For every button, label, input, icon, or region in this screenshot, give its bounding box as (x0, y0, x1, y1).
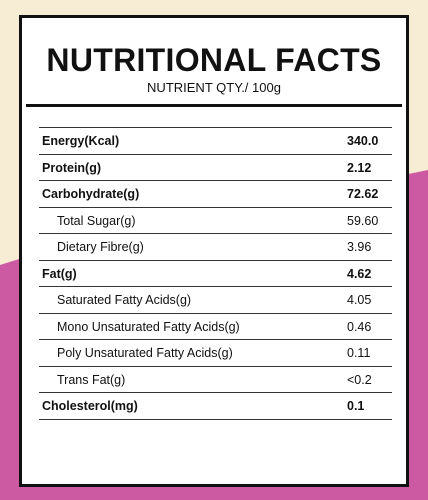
nutrient-value: 4.05 (347, 293, 372, 307)
nutrient-name: Saturated Fatty Acids(g) (57, 293, 192, 307)
table-row: Mono Unsaturated Fatty Acids(g) 0.46 (39, 314, 392, 340)
table-row: Dietary Fibre(g) 3.96 (39, 234, 392, 261)
nutrient-name: Cholesterol(mg) (42, 399, 138, 413)
nutrient-value: 0.46 (347, 319, 372, 334)
table-row: Carbohydrate(g) 72.62 (39, 181, 392, 208)
nutrient-value: 72.62 (347, 187, 379, 201)
table-row: Saturated Fatty Acids(g) 4.05 (39, 287, 392, 314)
table-row: Energy(Kcal) 340.0 (39, 128, 392, 155)
nutrient-name: Total Sugar(g) (57, 213, 136, 228)
nutrient-name: Dietary Fibre(g) (57, 240, 144, 254)
table-row: Fat(g) 4.62 (39, 261, 392, 287)
nutrient-value: 340.0 (347, 134, 379, 148)
panel-subtitle: NUTRIENT QTY./ 100g (147, 80, 281, 95)
nutrient-name: Energy(Kcal) (42, 134, 120, 148)
nutrient-name: Trans Fat(g) (57, 372, 126, 387)
nutrient-value: 59.60 (347, 213, 379, 228)
table-row: Total Sugar(g) 59.60 (39, 208, 392, 234)
table-row: Cholesterol(mg) 0.1 (39, 393, 392, 420)
nutrient-name: Mono Unsaturated Fatty Acids(g) (57, 319, 240, 334)
nutrient-value: 0.1 (347, 399, 365, 413)
panel-title: NUTRITIONAL FACTS (46, 42, 382, 78)
nutrient-name: Carbohydrate(g) (42, 187, 140, 201)
table-row: Protein(g) 2.12 (39, 155, 392, 181)
nutrition-facts-panel: NUTRITIONAL FACTS NUTRIENT QTY./ 100g En… (19, 15, 409, 487)
nutrient-table: Energy(Kcal) 340.0 Protein(g) 2.12 Carbo… (39, 127, 392, 420)
nutrient-value: 0.11 (347, 346, 371, 360)
nutrient-value: 2.12 (347, 160, 372, 175)
table-row: Poly Unsaturated Fatty Acids(g) 0.11 (39, 340, 392, 367)
nutrient-name: Protein(g) (42, 160, 102, 175)
nutrient-name: Fat(g) (42, 266, 77, 281)
nutrient-value: 4.62 (347, 266, 372, 281)
nutrient-value: 3.96 (347, 240, 372, 254)
table-row: Trans Fat(g) <0.2 (39, 367, 392, 393)
title-divider (26, 104, 402, 107)
nutrient-value: <0.2 (347, 372, 372, 387)
nutrient-name: Poly Unsaturated Fatty Acids(g) (57, 346, 233, 360)
